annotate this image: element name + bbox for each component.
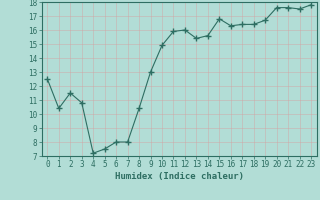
X-axis label: Humidex (Indice chaleur): Humidex (Indice chaleur) [115, 172, 244, 181]
